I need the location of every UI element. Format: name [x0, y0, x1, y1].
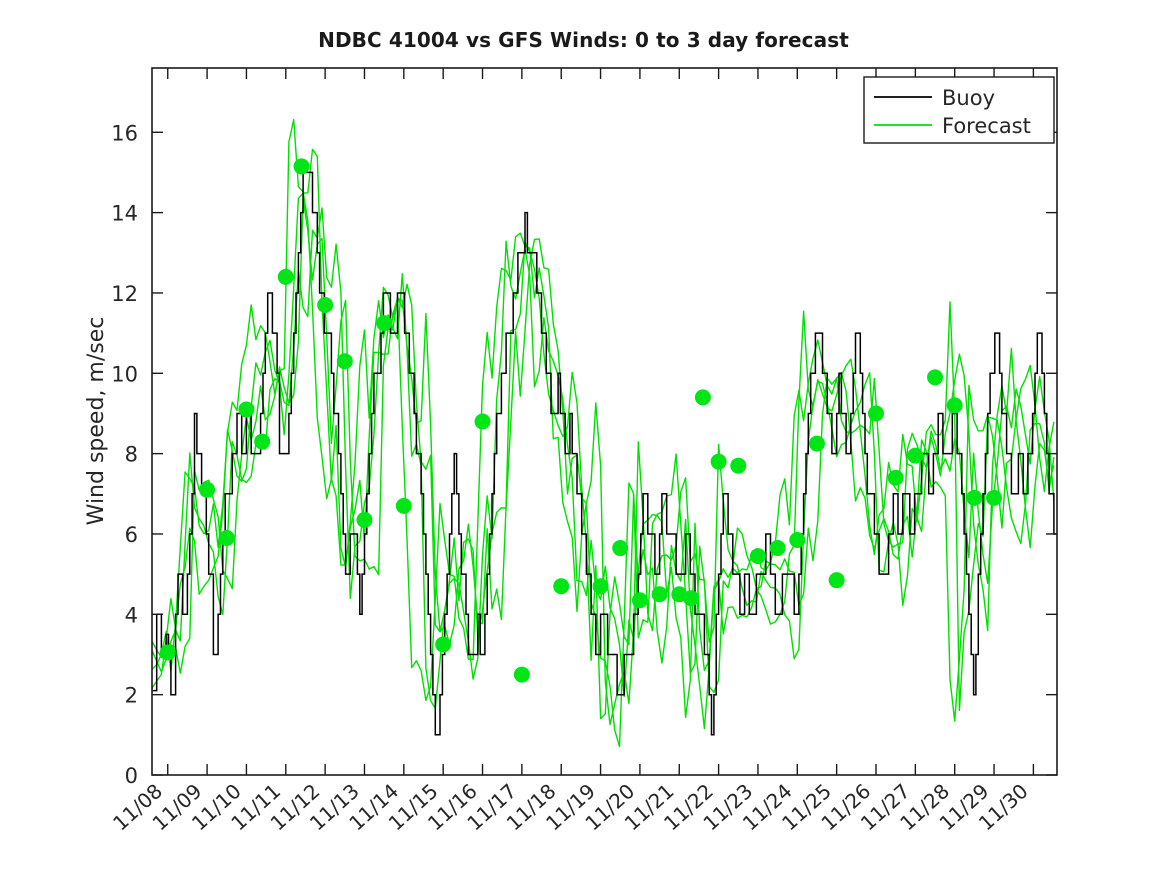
daily-marker-dot	[808, 435, 825, 452]
y-tick-label: 6	[125, 523, 138, 547]
daily-marker-dot	[769, 540, 786, 557]
legend-label-buoy: Buoy	[942, 86, 995, 110]
daily-marker-dot	[986, 489, 1003, 506]
y-tick-label: 0	[125, 764, 138, 788]
y-tick-label: 14	[111, 202, 138, 226]
daily-marker-dot	[710, 453, 727, 470]
chart-title: NDBC 41004 vs GFS Winds: 0 to 3 day fore…	[318, 28, 849, 52]
forecast-marker-dots	[159, 158, 1003, 683]
daily-marker-dot	[317, 297, 334, 314]
daily-marker-dot	[435, 636, 452, 653]
daily-marker-dot	[513, 666, 530, 683]
buoy-series-line	[152, 171, 1057, 736]
daily-marker-dot	[927, 369, 944, 386]
daily-marker-dot	[293, 158, 310, 175]
forecast-member-line	[152, 119, 1055, 748]
daily-marker-dot	[376, 315, 393, 332]
daily-marker-dot	[907, 447, 924, 464]
plot-frame	[151, 67, 1058, 776]
daily-marker-dot	[828, 572, 845, 589]
daily-marker-dot	[887, 469, 904, 486]
daily-marker-dot	[868, 405, 884, 422]
y-tick-label: 10	[111, 362, 138, 386]
x-axis-ticks	[167, 68, 1035, 775]
y-tick-label: 4	[125, 603, 138, 627]
daily-marker-dot	[356, 511, 373, 528]
y-axis-ticks	[152, 131, 1057, 776]
y-tick-label: 12	[111, 282, 138, 306]
daily-marker-dot	[631, 592, 648, 609]
y-axis-tick-labels: 0 2 4 6 8 10 12 14 16	[111, 121, 138, 788]
daily-marker-dot	[749, 548, 766, 565]
daily-marker-dot	[254, 433, 271, 450]
daily-marker-dot	[159, 644, 176, 661]
daily-marker-dot	[553, 578, 570, 595]
daily-marker-dot	[683, 590, 700, 607]
forecast-series-lines	[152, 119, 1055, 748]
daily-marker-dot	[218, 529, 235, 546]
legend-frame	[863, 76, 1055, 144]
daily-marker-dot	[474, 413, 491, 430]
y-tick-label: 16	[111, 121, 138, 145]
forecast-member-line	[152, 207, 1055, 720]
daily-marker-dot	[789, 532, 806, 549]
daily-marker-dot	[238, 401, 255, 418]
daily-marker-dot	[277, 268, 294, 285]
daily-marker-dot	[694, 389, 711, 406]
daily-marker-dot	[592, 578, 609, 595]
daily-marker-dot	[395, 497, 412, 514]
daily-marker-dot	[612, 540, 629, 557]
daily-marker-dot	[199, 481, 216, 498]
legend-label-forecast: Forecast	[942, 114, 1031, 138]
daily-marker-dot	[651, 586, 668, 603]
forecast-member-line	[152, 198, 1055, 726]
daily-marker-dot	[966, 489, 983, 506]
daily-marker-dot	[946, 397, 963, 414]
y-tick-label: 2	[125, 684, 138, 708]
y-axis-title: Wind speed, m/sec	[84, 317, 109, 526]
x-axis-tick-labels: 11/0811/0911/1011/1111/1211/1311/1411/15…	[108, 779, 1033, 835]
y-tick-label: 8	[125, 443, 138, 467]
daily-marker-dot	[336, 353, 353, 370]
daily-marker-dot	[730, 457, 747, 474]
chart-legend: Buoy Forecast	[863, 76, 1055, 144]
